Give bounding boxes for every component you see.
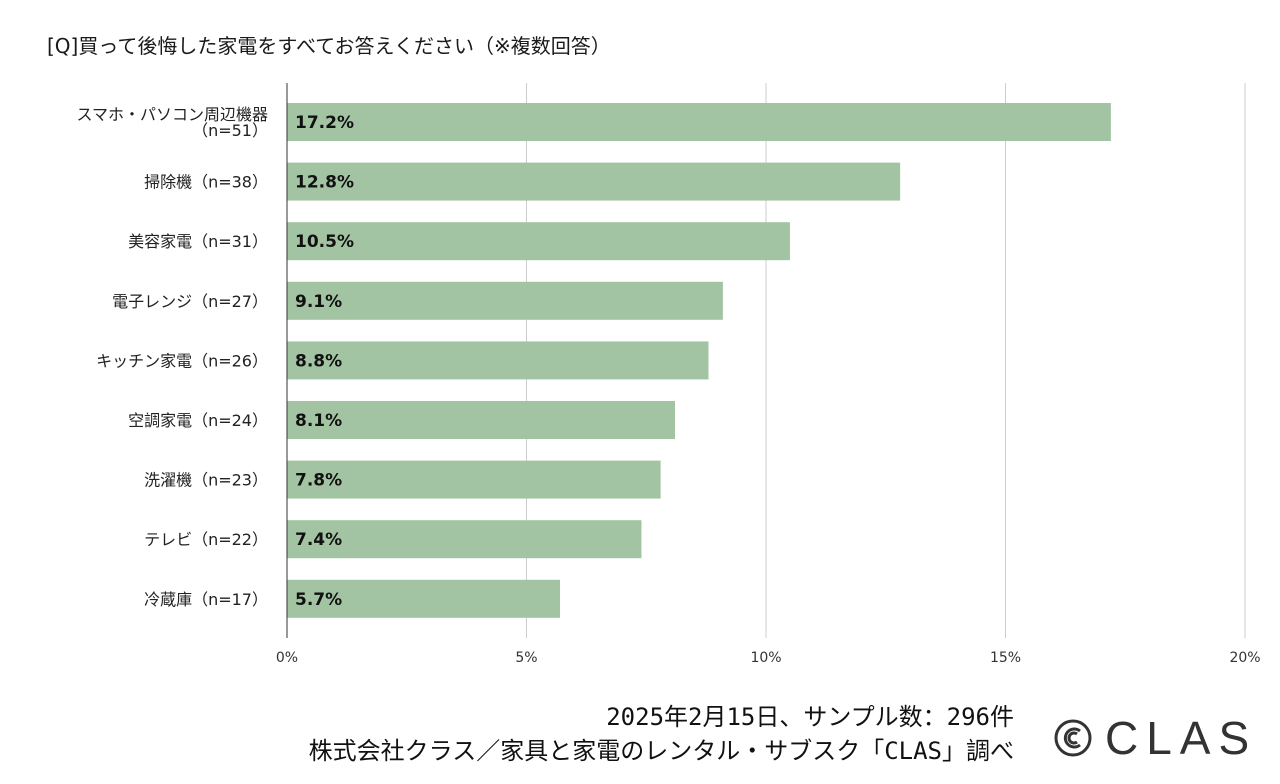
category-label: （n=51） (192, 121, 268, 140)
chart-title: [Q]買って後悔した家電をすべてお答えください（※複数回答） (47, 34, 611, 58)
x-tick-label: 20% (1229, 650, 1260, 666)
category-label: 冷蔵庫（n=17） (144, 590, 268, 609)
bar (287, 401, 675, 439)
x-tick-labels: 0% 5% 10% 15% 20% (276, 650, 1261, 666)
clas-logo-icon (1054, 719, 1092, 757)
data-label: 12.8% (295, 173, 354, 193)
brand-logo: CLAS (1053, 712, 1257, 764)
bar (287, 103, 1111, 141)
bar-chart: スマホ・パソコン周辺機器（n=51） 掃除機（n=38） 美容家電（n=31） 電子レ… (76, 83, 1261, 666)
bar (287, 460, 661, 499)
survey-source: 株式会社クラス／家具と家電のレンタル・サブスク「CLAS」調べ (308, 737, 1014, 765)
category-label: 掃除機（n=38） (144, 173, 268, 192)
data-label: 8.1% (295, 411, 342, 431)
data-label: 7.8% (295, 471, 342, 491)
bar (287, 162, 901, 201)
data-label: 10.5% (295, 232, 354, 252)
x-tick-label: 0% (276, 650, 298, 666)
x-tick-label: 5% (515, 650, 537, 666)
category-label: 空調家電（n=24） (128, 411, 268, 430)
data-label: 17.2% (295, 113, 354, 133)
data-label: 8.8% (295, 351, 342, 371)
data-label: 5.7% (295, 590, 342, 610)
category-labels: スマホ・パソコン周辺機器（n=51） 掃除機（n=38） 美容家電（n=31） 電子レ… (76, 105, 268, 609)
bars (287, 103, 1111, 618)
x-tick-label: 15% (990, 650, 1021, 666)
data-label: 9.1% (295, 292, 342, 312)
survey-info: 2025年2月15日、サンプル数：296件 (606, 703, 1014, 731)
category-label: スマホ・パソコン周辺機器 (76, 105, 268, 124)
bar (287, 281, 723, 320)
category-label: 洗濯機（n=23） (144, 471, 268, 490)
category-label: テレビ（n=22） (144, 530, 268, 549)
bar (287, 222, 790, 261)
brand-name: CLAS (1105, 712, 1258, 764)
bar (287, 341, 709, 380)
data-label: 7.4% (295, 530, 342, 550)
x-tick-label: 10% (750, 650, 781, 666)
data-labels: 17.2% 12.8% 10.5% 9.1% 8.8% 8.1% 7.8% 7.4% 5.7% (295, 113, 354, 610)
source-note: 2025年2月15日、サンプル数：296件 株式会社クラス／家具と家電のレンタル… (309, 700, 1014, 768)
bar (287, 520, 642, 559)
category-label: 電子レンジ（n=27） (112, 292, 268, 311)
bar (287, 579, 561, 618)
category-label: キッチン家電（n=26） (96, 351, 268, 370)
category-label: 美容家電（n=31） (128, 232, 268, 251)
